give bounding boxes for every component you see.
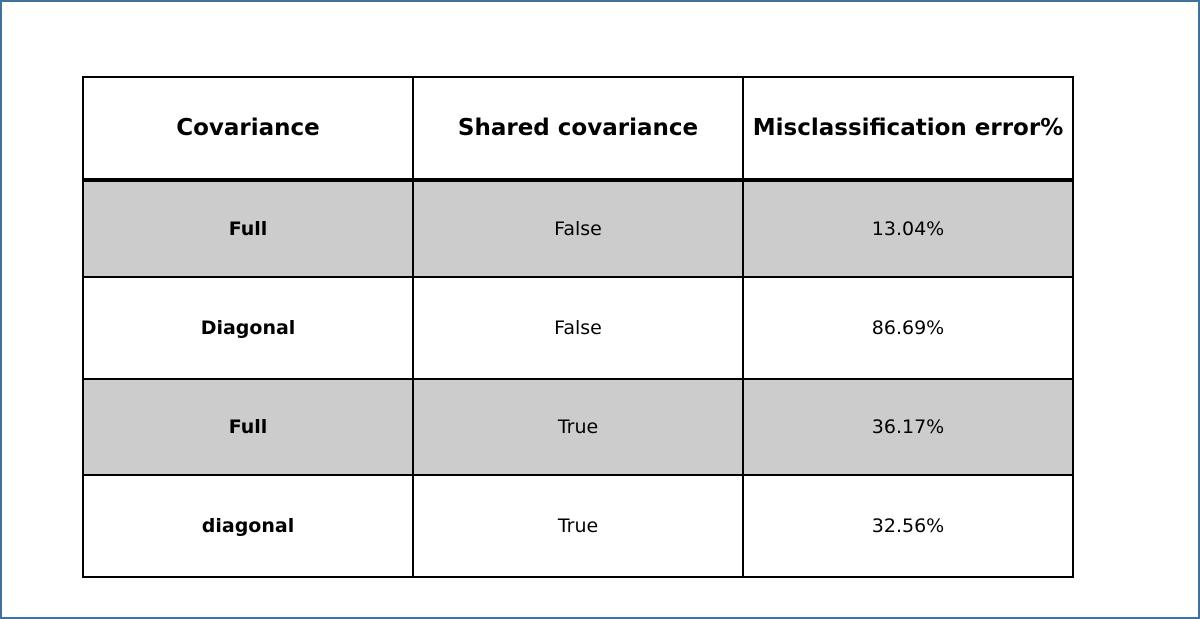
header-row: Covariance Shared covariance Misclassifi…	[82, 76, 1074, 182]
cell-covariance: diagonal	[82, 474, 414, 578]
cell-covariance: Full	[82, 179, 414, 278]
table-row: diagonal True 32.56%	[82, 474, 1074, 578]
header-covariance: Covariance	[82, 76, 414, 182]
header-shared-covariance: Shared covariance	[412, 76, 744, 182]
cell-covariance: Full	[82, 378, 414, 476]
results-table: Covariance Shared covariance Misclassifi…	[82, 76, 1074, 578]
cell-shared: True	[412, 378, 744, 476]
table-row: Full True 36.17%	[82, 378, 1074, 476]
cell-error: 13.04%	[742, 179, 1074, 278]
cell-error: 36.17%	[742, 378, 1074, 476]
table-row: Diagonal False 86.69%	[82, 276, 1074, 380]
cell-shared: False	[412, 179, 744, 278]
cell-error: 86.69%	[742, 276, 1074, 380]
cell-covariance: Diagonal	[82, 276, 414, 380]
cell-shared: False	[412, 276, 744, 380]
cell-error: 32.56%	[742, 474, 1074, 578]
cell-shared: True	[412, 474, 744, 578]
table-row: Full False 13.04%	[82, 179, 1074, 278]
header-misclassification-error: Misclassification error%	[742, 76, 1074, 182]
